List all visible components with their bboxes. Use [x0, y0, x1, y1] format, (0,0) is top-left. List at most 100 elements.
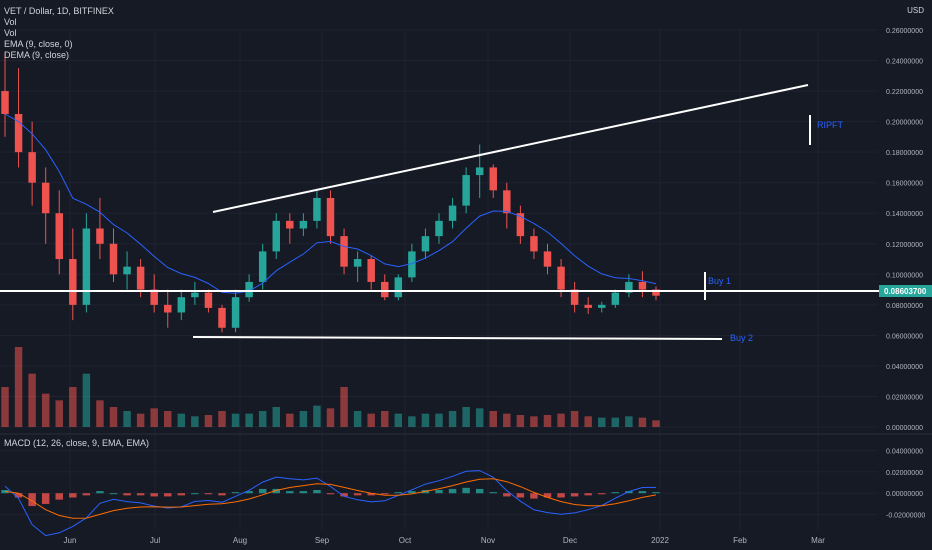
- candle-body: [150, 289, 158, 305]
- macd-hist-bar: [150, 493, 158, 497]
- macd-hist-bar: [136, 493, 145, 496]
- volume-bar: [475, 408, 484, 427]
- candle-body: [218, 307, 226, 328]
- macd-legend[interactable]: MACD (12, 26, close, 9, EMA, EMA): [4, 438, 150, 448]
- time-tick-label: Mar: [811, 536, 825, 545]
- macd-hist-bar: [652, 492, 660, 494]
- symbol-title[interactable]: VET / Dollar, 1D, BITFINEX: [4, 6, 114, 16]
- macd-hist-bar: [28, 493, 36, 507]
- volume-bar: [123, 411, 131, 427]
- macd-hist-bar: [408, 491, 416, 494]
- price-tick-label: 0.22000000: [886, 89, 923, 96]
- macd-hist-bar: [584, 493, 592, 496]
- macd-histogram: [1, 487, 660, 507]
- volume-bar: [652, 420, 660, 427]
- grid: [0, 29, 878, 530]
- volume-bar: [421, 413, 430, 427]
- macd-tick-label: 0.02000000: [886, 470, 923, 477]
- volume-bar: [41, 393, 50, 427]
- candle-body: [313, 197, 321, 221]
- buy2-label: Buy 2: [730, 333, 753, 343]
- candle-body: [286, 220, 294, 229]
- candle-body: [598, 304, 606, 308]
- macd-hist-bar: [598, 493, 606, 495]
- time-tick-label: Feb: [733, 536, 747, 545]
- macd-axis[interactable]: 0.04000000 0.02000000 0.00000000 -0.0200000…: [886, 448, 925, 519]
- price-tick-label: 0.04000000: [886, 364, 923, 371]
- price-tick-label: 0.10000000: [886, 272, 923, 279]
- macd-tick-label: -0.02000000: [886, 513, 925, 520]
- macd-hist-bar: [96, 491, 104, 494]
- lower-support-line[interactable]: [192, 336, 723, 340]
- candle-body: [638, 281, 647, 290]
- candle-body: [245, 281, 253, 298]
- volume-bar: [286, 413, 294, 427]
- candle-body: [326, 197, 335, 237]
- macd-hist-bar: [204, 493, 213, 495]
- price-tick-label: 0.18000000: [886, 150, 923, 157]
- macd-signal-line: [4, 478, 657, 519]
- macd-hist-bar: [55, 493, 63, 500]
- volume-bar: [340, 387, 348, 427]
- current-price-label: 0.08603700: [884, 287, 927, 296]
- legend-dema[interactable]: DEMA (9, close): [4, 50, 70, 60]
- macd-hist-bar: [530, 493, 538, 499]
- candle-body: [164, 304, 172, 313]
- legend-vol-2[interactable]: Vol: [4, 28, 17, 38]
- time-axis[interactable]: Jun Jul Aug Sep Oct Nov Dec 2022 Feb Mar: [64, 536, 826, 545]
- candle-body: [231, 297, 240, 328]
- macd-hist-bar: [516, 493, 525, 498]
- candle-body: [394, 277, 403, 298]
- time-tick-label: Aug: [233, 536, 247, 545]
- volume-bar: [313, 405, 321, 427]
- volume-bar: [69, 387, 77, 427]
- volume-bar: [448, 411, 457, 427]
- legend-ema[interactable]: EMA (9, close, 0): [4, 39, 73, 49]
- resistance-trendline[interactable]: [212, 84, 809, 213]
- volume-bar: [462, 407, 470, 427]
- candle-body: [69, 259, 77, 305]
- candle-body: [381, 281, 389, 298]
- current-price-badge: [879, 285, 932, 297]
- volume-bar: [82, 373, 91, 427]
- ema-line: [4, 113, 657, 294]
- volume-bar: [367, 413, 375, 427]
- macd-hist-bar: [313, 490, 321, 494]
- candle-body: [462, 175, 470, 206]
- volume-bar: [489, 411, 497, 427]
- time-tick-label: Jul: [150, 536, 160, 545]
- price-axis[interactable]: 0.26000000 0.24000000 0.22000000 0.20000000…: [886, 28, 923, 432]
- macd-hist-bar: [272, 488, 280, 494]
- macd-hist-bar: [177, 493, 186, 496]
- candle-body: [136, 266, 145, 290]
- candle-body: [557, 266, 565, 290]
- volume-bar: [96, 400, 104, 427]
- macd-hist-bar: [489, 492, 497, 494]
- candle-body: [96, 228, 104, 244]
- macd-tick-label: 0.00000000: [886, 491, 923, 498]
- candle-body: [14, 113, 23, 153]
- ripft-label: RIPFT: [817, 120, 844, 130]
- candle-body: [177, 297, 186, 313]
- time-tick-label: Sep: [315, 536, 330, 545]
- macd-hist-bar: [164, 493, 172, 497]
- macd-hist-bar: [611, 492, 620, 494]
- candle-body: [503, 190, 511, 214]
- candle-body: [421, 236, 430, 252]
- volume-bar: [394, 413, 403, 427]
- candle-body: [41, 182, 50, 214]
- candle-body: [448, 205, 457, 221]
- macd-hist-bar: [258, 488, 267, 494]
- macd-hist-bar: [543, 493, 552, 498]
- currency-label[interactable]: USD: [907, 6, 924, 15]
- time-tick-label: 2022: [651, 536, 669, 545]
- legend-vol-1[interactable]: Vol: [4, 17, 17, 27]
- price-tick-label: 0.24000000: [886, 59, 923, 66]
- macd-hist-bar: [475, 488, 484, 494]
- indicator-legend: VET / Dollar, 1D, BITFINEX Vol Vol EMA (…: [4, 6, 114, 61]
- volume-bar: [611, 417, 620, 427]
- candle-body: [204, 292, 213, 308]
- candle-body: [55, 213, 63, 260]
- candle-body: [109, 243, 118, 275]
